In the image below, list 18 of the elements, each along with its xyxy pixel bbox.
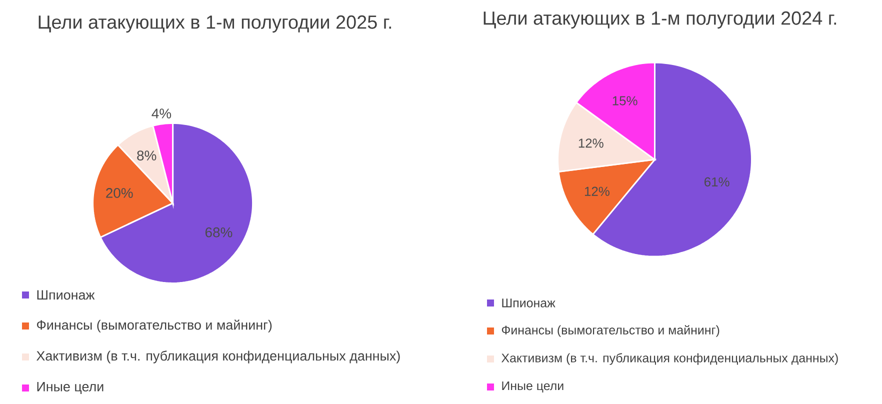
- data-label: 68%: [205, 227, 232, 238]
- legend-label: Финансы (вымогательство и майнинг): [36, 320, 272, 332]
- legend-label: Финансы (вымогательство и майнинг): [502, 325, 720, 337]
- data-label: 12%: [578, 138, 604, 148]
- chart-title: Цели атакующих в 1-м полугодии 2025 г.: [38, 15, 392, 33]
- legend-label: Хактивизм (в т.ч. публикация конфиденциальных данных): [501, 353, 838, 365]
- data-label: 61%: [704, 177, 730, 186]
- legend-label: Хактивизм (в т.ч. публикация конфиденциальных данных): [36, 350, 400, 364]
- legend-label: Шпионаж: [37, 290, 95, 300]
- legend-label: Шпионаж: [502, 298, 556, 308]
- data-label: 12%: [584, 186, 610, 196]
- data-label: 20%: [106, 188, 133, 198]
- data-label: 4%: [152, 108, 172, 118]
- legend-label: Иные цели: [502, 381, 564, 393]
- legend-label: Иные цели: [37, 382, 104, 394]
- chart-title: Цели атакующих в 1-м полугодии 2024 г.: [484, 11, 836, 29]
- data-label: 8%: [137, 150, 156, 160]
- data-label: 15%: [612, 96, 638, 106]
